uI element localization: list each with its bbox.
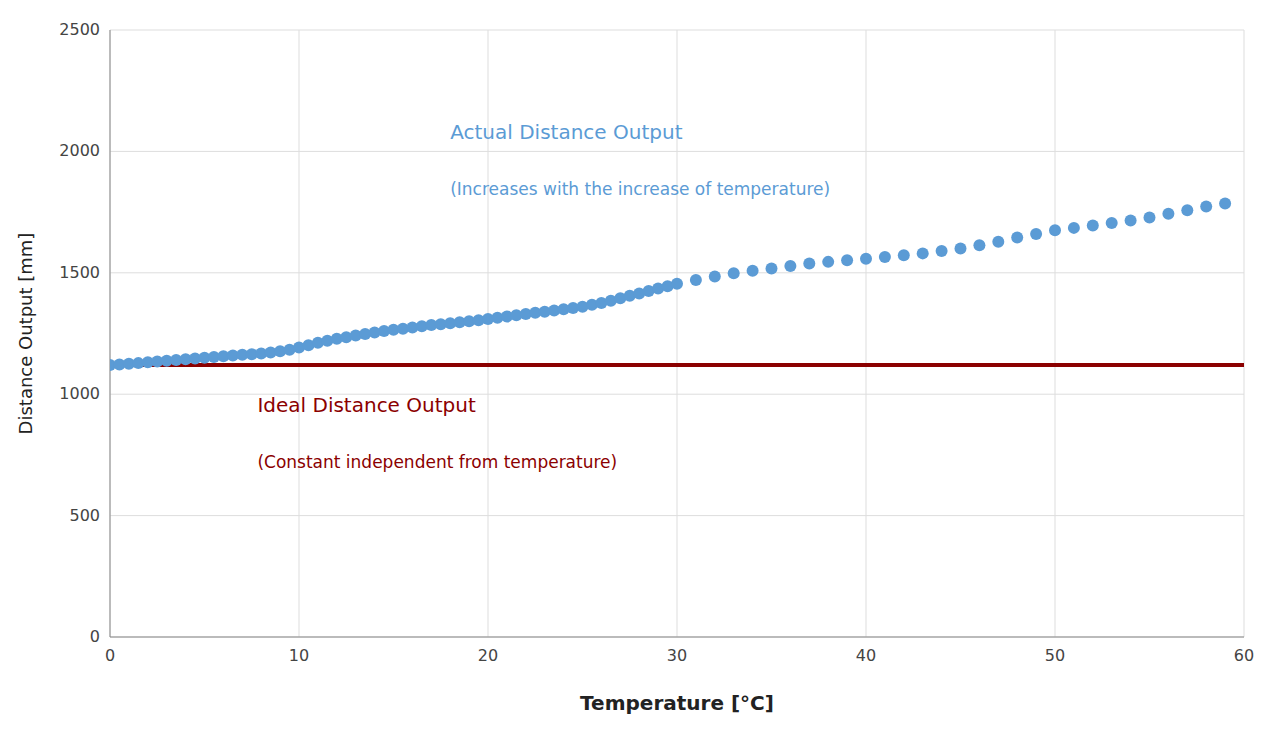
scatter-point	[992, 236, 1004, 248]
scatter-point	[1087, 219, 1099, 231]
y-grid-line	[110, 30, 1244, 31]
scatter-point	[973, 239, 985, 251]
x-tick-label: 10	[289, 646, 309, 665]
y-axis-line	[110, 30, 111, 637]
background	[0, 0, 1284, 732]
y-tick-label: 0	[90, 627, 100, 646]
scatter-point	[1162, 208, 1174, 220]
x-tick-label: 40	[856, 646, 876, 665]
x-tick-label: 30	[667, 646, 687, 665]
x-grid-line	[110, 30, 111, 637]
chart: 0 10 20 30 40 50 60 0 500 1000 1500 2000 2500 Actual …	[0, 0, 1284, 732]
scatter-point	[955, 243, 967, 255]
annotation: (Constant independent from temperature)	[257, 452, 617, 472]
scatter-point	[671, 278, 683, 290]
annotation: Actual Distance Output	[450, 120, 682, 144]
y-tick-label: 2000	[59, 141, 100, 160]
y-axis-label: Distance Output [mm]	[15, 233, 36, 435]
scatter-point	[766, 262, 778, 274]
grid	[110, 30, 1244, 637]
scatter-point	[1181, 204, 1193, 216]
y-grid-line	[110, 151, 1244, 152]
scatter-point	[917, 247, 929, 259]
tick-labels: 0 10 20 30 40 50 60 0 500 1000 1500 2000 2500	[59, 20, 1254, 665]
scatter-point	[1125, 215, 1137, 227]
x-grid-line	[866, 30, 867, 637]
y-tick-label: 1000	[59, 384, 100, 403]
y-tick-label: 2500	[59, 20, 100, 39]
scatter-point	[690, 274, 702, 286]
scatter-point	[728, 267, 740, 279]
scatter-series	[110, 198, 1231, 371]
reference-line	[110, 363, 1244, 367]
scatter-point	[879, 251, 891, 263]
scatter-point	[709, 270, 721, 282]
scatter-point	[1030, 228, 1042, 240]
annotations: Actual Distance Output (Increases with th…	[257, 120, 830, 471]
scatter-point	[860, 253, 872, 265]
scatter-point	[1011, 232, 1023, 244]
annotation: Ideal Distance Output	[257, 393, 476, 417]
annotation: (Increases with the increase of temperat…	[450, 179, 830, 199]
x-axis-line	[110, 637, 1244, 638]
scatter-point	[803, 258, 815, 270]
scatter-point	[1068, 222, 1080, 234]
scatter-point	[822, 256, 834, 268]
scatter-point	[1144, 211, 1156, 223]
scatter-point	[841, 254, 853, 266]
x-grid-line	[1244, 30, 1245, 637]
y-grid-line	[110, 515, 1244, 516]
scatter-point	[898, 249, 910, 261]
marks	[110, 198, 1244, 371]
x-tick-label: 50	[1045, 646, 1065, 665]
scatter-point	[1219, 198, 1231, 210]
y-tick-label: 500	[69, 506, 100, 525]
y-tick-label: 1500	[59, 263, 100, 282]
scatter-point	[1049, 224, 1061, 236]
scatter-point	[747, 265, 759, 277]
x-tick-label: 20	[478, 646, 498, 665]
y-grid-line	[110, 272, 1244, 273]
x-grid-line	[1055, 30, 1056, 637]
scatter-point	[784, 260, 796, 272]
x-tick-label: 60	[1234, 646, 1254, 665]
x-grid-line	[299, 30, 300, 637]
y-grid-line	[110, 637, 1244, 638]
x-tick-label: 0	[105, 646, 115, 665]
x-axis-label: Temperature [°C]	[580, 691, 774, 715]
scatter-point	[936, 245, 948, 257]
scatter-point	[1106, 217, 1118, 229]
scatter-point	[1200, 201, 1212, 213]
